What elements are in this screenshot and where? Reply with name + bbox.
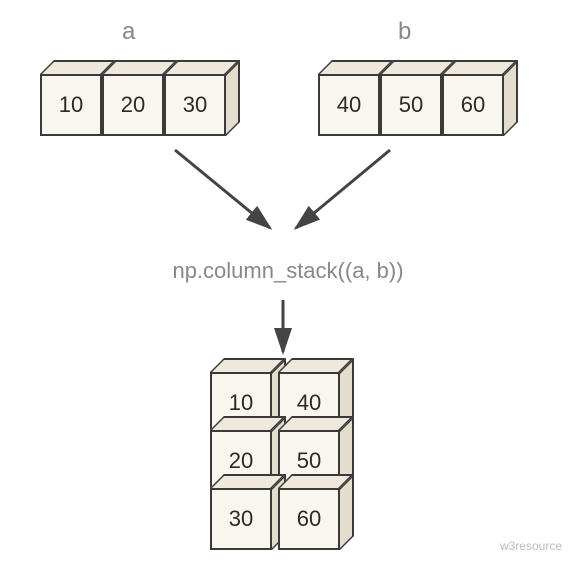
cube-result-1-1: 50 [278,416,340,478]
operation-label: np.column_stack((a, b)) [172,258,403,284]
cube-result-0-0: 10 [210,358,272,420]
cube-value: 30 [210,488,272,550]
diagram-canvas: a b 10 20 30 40 50 60 np.column_s [0,0,576,563]
cube-result-2-0: 30 [210,474,272,536]
cube-result-2-1: 60 [278,474,340,536]
cube-result-0-1: 40 [278,358,340,420]
cube-result-1-0: 20 [210,416,272,478]
watermark-label: w3resource [500,539,562,553]
cube-value: 60 [278,488,340,550]
